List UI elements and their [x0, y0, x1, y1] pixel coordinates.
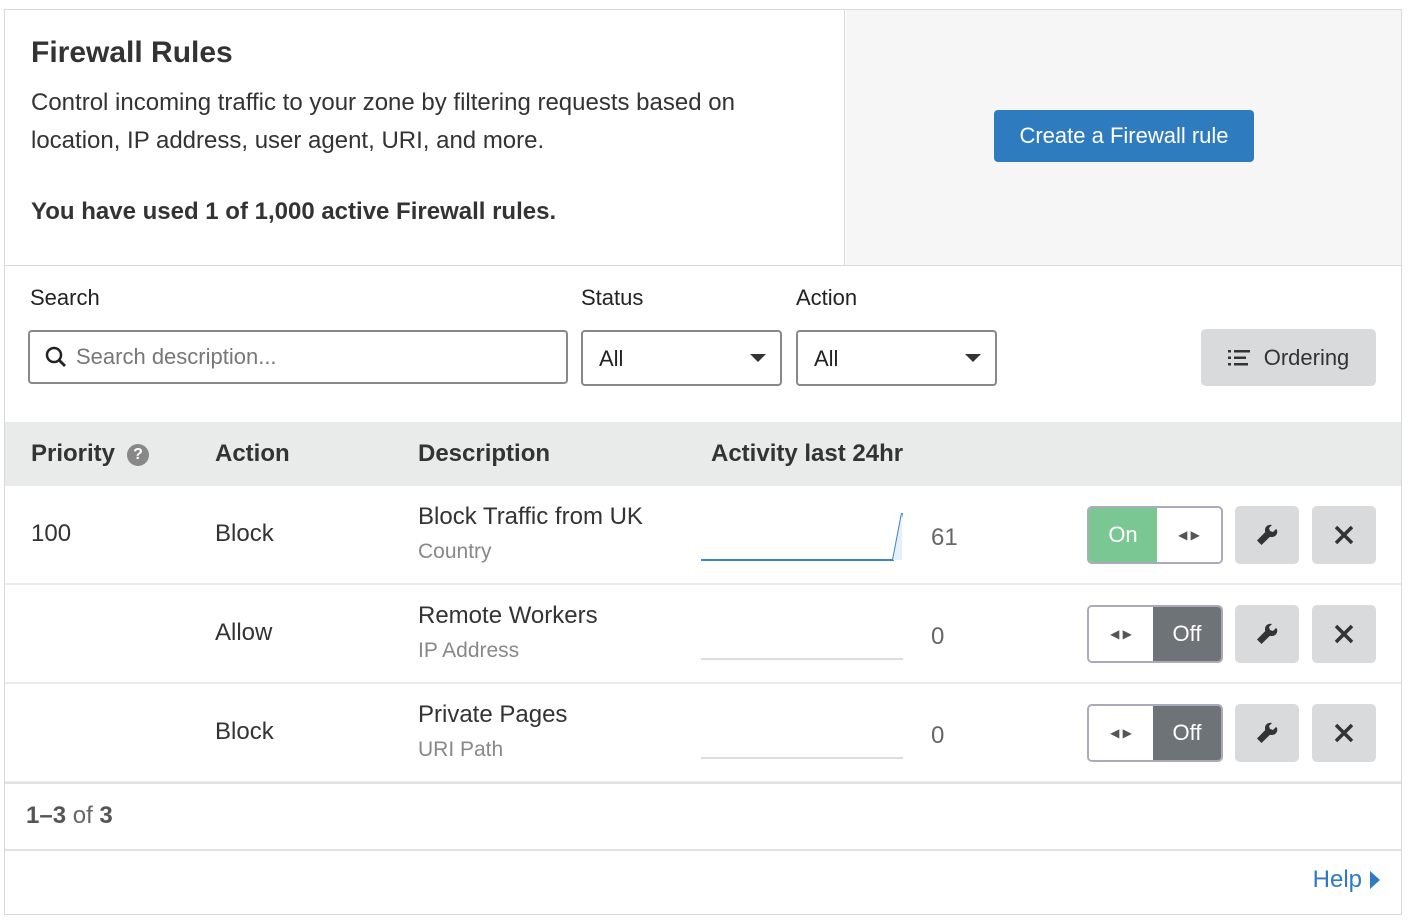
description-cell: Block Traffic from UK: [418, 503, 643, 530]
activity-sparkline: [701, 757, 903, 759]
page-description: Control incoming traffic to your zone by…: [31, 89, 735, 154]
caret-right-icon: [1370, 871, 1380, 889]
caret-down-icon: [750, 354, 766, 362]
activity-count: 0: [931, 623, 945, 650]
activity-count: 0: [931, 722, 945, 749]
priority-header: Priority: [31, 440, 116, 467]
header-info: Firewall Rules Control incoming traffic …: [5, 10, 845, 265]
divider: [5, 782, 1401, 784]
create-firewall-rule-button[interactable]: Create a Firewall rule: [994, 110, 1254, 162]
action-select[interactable]: All: [796, 330, 997, 386]
status-toggle[interactable]: On ◀ ▶: [1087, 506, 1223, 564]
pagination-count: 1–3 of 3: [26, 802, 113, 829]
table-row: Block Private Pages URI Path 0 ◀ ▶ Off: [5, 684, 1401, 783]
edit-rule-button[interactable]: [1235, 605, 1299, 663]
wrench-icon: [1257, 722, 1278, 743]
rule-type: URI Path: [418, 738, 504, 761]
help-link[interactable]: Help: [1313, 866, 1380, 894]
action-label: Action: [796, 285, 858, 310]
close-icon: [1334, 525, 1354, 545]
header-actions: Create a Firewall rule: [846, 10, 1401, 265]
edit-rule-button[interactable]: [1235, 506, 1299, 564]
action-cell: Allow: [215, 619, 273, 646]
activity-sparkline: [701, 658, 903, 660]
toggle-handle-icon: ◀ ▶: [1089, 706, 1153, 760]
toggle-handle-icon: ◀ ▶: [1157, 508, 1221, 562]
table-row: Allow Remote Workers IP Address 0 ◀ ▶ Off: [5, 585, 1401, 684]
action-cell: Block: [215, 718, 274, 745]
toggle-state: On: [1089, 508, 1157, 562]
divider: [5, 849, 1401, 851]
description-cell: Remote Workers: [418, 602, 598, 629]
ordering-label: Ordering: [1263, 344, 1350, 370]
search-input[interactable]: Search description...: [28, 330, 568, 384]
list-icon: [1227, 349, 1250, 365]
edit-rule-button[interactable]: [1235, 704, 1299, 762]
close-icon: [1334, 723, 1354, 743]
status-select[interactable]: All: [581, 330, 782, 386]
activity-count: 61: [931, 524, 958, 551]
wrench-icon: [1257, 623, 1278, 644]
action-cell: Block: [215, 520, 274, 547]
column-action: Action: [215, 440, 290, 467]
table-row: 100 Block Block Traffic from UK Country …: [5, 486, 1401, 585]
page-title: Firewall Rules: [31, 36, 233, 69]
search-icon: [45, 346, 66, 367]
status-toggle[interactable]: ◀ ▶ Off: [1087, 704, 1223, 762]
delete-rule-button[interactable]: [1312, 605, 1376, 663]
rule-type: IP Address: [418, 639, 520, 662]
status-value: All: [599, 346, 624, 371]
column-activity: Activity last 24hr: [711, 440, 904, 467]
search-label: Search: [30, 285, 100, 310]
ordering-button[interactable]: Ordering: [1201, 329, 1376, 386]
action-value: All: [814, 346, 839, 371]
toggle-handle-icon: ◀ ▶: [1089, 607, 1153, 661]
help-circle-icon[interactable]: ?: [127, 444, 150, 466]
description-cell: Private Pages: [418, 701, 568, 728]
search-placeholder: Search description...: [76, 344, 277, 369]
close-icon: [1334, 624, 1354, 644]
toggle-state: Off: [1153, 706, 1221, 760]
status-label: Status: [581, 285, 644, 310]
column-priority: Priority?: [31, 440, 150, 468]
usage-text: You have used 1 of 1,000 active Firewall…: [31, 198, 557, 225]
activity-sparkline: [701, 513, 903, 561]
header: Firewall Rules Control incoming traffic …: [5, 10, 1401, 266]
delete-rule-button[interactable]: [1312, 506, 1376, 564]
wrench-icon: [1257, 524, 1278, 545]
rule-type: Country: [418, 540, 492, 563]
priority-cell: 100: [31, 520, 72, 547]
column-description: Description: [418, 440, 551, 467]
caret-down-icon: [965, 354, 981, 362]
status-toggle[interactable]: ◀ ▶ Off: [1087, 605, 1223, 663]
delete-rule-button[interactable]: [1312, 704, 1376, 762]
toggle-state: Off: [1153, 607, 1221, 661]
table-header: Priority? Action Description Activity la…: [5, 422, 1401, 486]
